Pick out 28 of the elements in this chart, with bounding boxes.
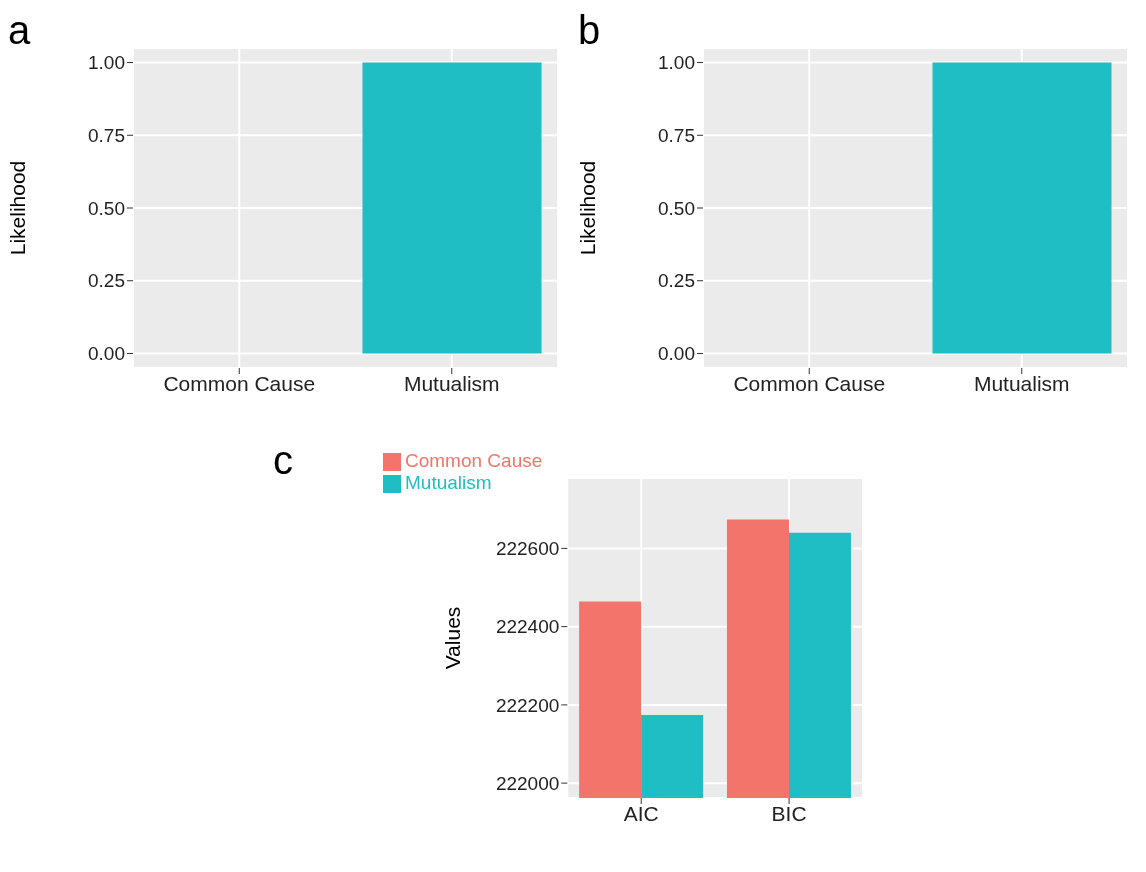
y-tick-label: 0.00 [88, 343, 125, 365]
chart-title: a [8, 8, 31, 53]
x-tick-label: Common Cause [733, 371, 886, 395]
y-tick-label: 0.25 [88, 270, 125, 292]
chart-title: c [273, 438, 293, 483]
legend-label: Mutualism [405, 472, 492, 493]
y-tick-label: 222000 [495, 772, 560, 794]
y-tick-label: 1.00 [658, 52, 695, 74]
y-tick-label: 222200 [495, 694, 560, 716]
y-tick-label: 1.00 [88, 52, 125, 74]
y-axis-title: Likelihood [576, 160, 600, 256]
y-tick-label: 0.75 [88, 125, 125, 147]
legend-label: Common Cause [405, 450, 543, 471]
x-tick-label: AIC [623, 801, 659, 825]
x-tick-label: BIC [771, 801, 807, 825]
x-tick-label: Mutualism [973, 371, 1070, 395]
y-tick-label: 0.75 [658, 125, 695, 147]
y-tick-label: 0.50 [658, 197, 695, 219]
y-tick-label: 0.50 [88, 197, 125, 219]
y-axis-title: Likelihood [6, 160, 30, 256]
y-tick-label: 222400 [495, 616, 560, 638]
x-tick-label: Common Cause [163, 371, 316, 395]
chart-title: b [578, 8, 601, 53]
y-tick-label: 0.00 [658, 343, 695, 365]
x-tick-label: Mutualism [403, 371, 500, 395]
y-tick-label: 0.25 [658, 270, 695, 292]
y-axis-title: Values [440, 606, 464, 670]
y-tick-label: 222600 [495, 538, 560, 560]
